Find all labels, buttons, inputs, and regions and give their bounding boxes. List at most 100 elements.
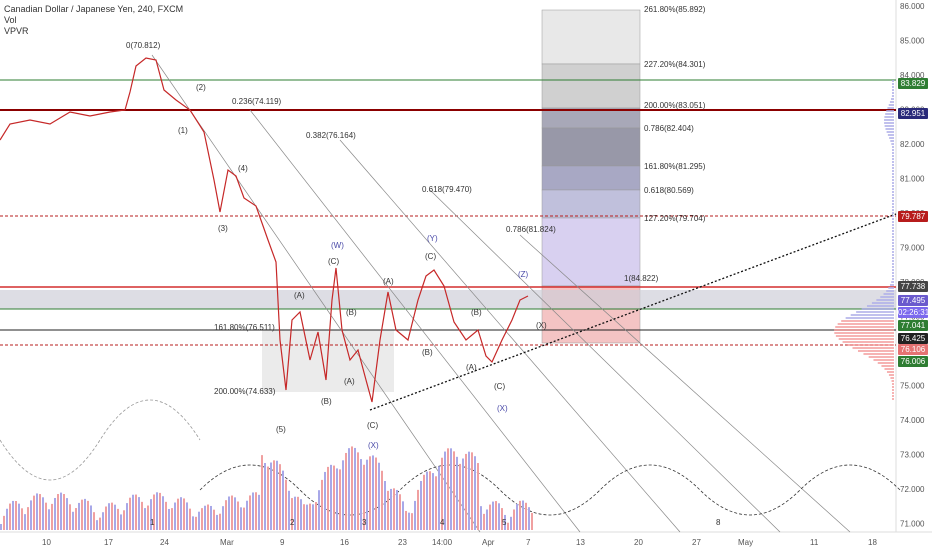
vol-indicator[interactable]: Vol xyxy=(4,15,17,25)
wave-a1: (A) xyxy=(294,291,305,300)
vpvr-bar xyxy=(892,266,894,268)
volume-bar xyxy=(447,448,449,530)
fib-extension-box[interactable] xyxy=(541,9,641,344)
time-tick: 18 xyxy=(868,538,877,547)
volume-bar xyxy=(48,509,50,530)
vpvr-bar xyxy=(889,137,894,139)
volume-bar xyxy=(501,508,503,530)
price-tag[interactable]: 76.006 xyxy=(898,356,928,367)
volume-bar xyxy=(78,502,80,530)
volume-bar xyxy=(162,496,164,530)
fib-channel[interactable] xyxy=(151,54,851,533)
volume-bar xyxy=(120,514,122,530)
vpvr-bar xyxy=(892,245,894,247)
price-tick: 75.000 xyxy=(900,382,925,391)
volume-bar xyxy=(378,462,380,530)
volume-bar xyxy=(267,466,269,530)
volume-bar xyxy=(177,498,179,530)
volume-bar xyxy=(21,508,23,530)
vpvr-bar xyxy=(892,209,894,211)
cycle-wave-2 xyxy=(199,464,901,516)
vpvr-bar xyxy=(892,161,894,163)
wave-c2: (C) xyxy=(367,421,378,430)
volume-bar xyxy=(252,492,254,530)
time-tick: Mar xyxy=(220,538,234,547)
vpvr-bar xyxy=(861,308,894,310)
price-tag[interactable]: 77.041 xyxy=(898,320,928,331)
price-tag[interactable]: 02:26:31 xyxy=(898,307,930,318)
volume-bars xyxy=(0,446,533,530)
price-tag[interactable]: 82.951 xyxy=(898,108,928,119)
price-tag[interactable]: 76.106 xyxy=(898,344,928,355)
fib-ext-0618: 0.618(80.569) xyxy=(644,186,694,195)
price-tick: 73.000 xyxy=(900,451,925,460)
volume-bar xyxy=(33,495,35,530)
price-series[interactable] xyxy=(0,57,529,403)
vpvr-bar xyxy=(892,86,894,88)
time-tick: 14:00 xyxy=(432,538,453,547)
wave-b2: (B) xyxy=(346,308,357,317)
cycle-8: 8 xyxy=(716,518,721,527)
volume-bar xyxy=(6,508,8,530)
volume-bar xyxy=(474,456,476,530)
anno-0786: 0.786(81.824) xyxy=(506,225,556,234)
vpvr-bar xyxy=(888,287,894,289)
time-tick: May xyxy=(738,538,753,547)
volume-bar xyxy=(204,505,206,530)
volume-bar xyxy=(84,498,86,530)
volume-bar xyxy=(216,514,218,530)
volume-bar xyxy=(276,460,278,530)
volume-bar xyxy=(222,506,224,530)
volume-bar xyxy=(201,508,203,530)
volume-bar xyxy=(372,455,374,530)
price-tag[interactable]: 79.787 xyxy=(898,211,928,222)
volume-bar xyxy=(36,493,38,530)
vpvr-bar xyxy=(888,374,894,376)
volume-bar xyxy=(123,510,125,530)
vpvr-bar xyxy=(885,128,894,130)
volume-bar xyxy=(360,459,362,530)
price-tick: 85.000 xyxy=(900,37,925,46)
volume-bar xyxy=(327,466,329,530)
vpvr-bar xyxy=(892,239,894,241)
vpvr-bar xyxy=(892,194,894,196)
wave-a3: (A) xyxy=(383,277,394,286)
volume-bar xyxy=(444,451,446,530)
vpvr-bar xyxy=(892,257,894,259)
wave-w: (W) xyxy=(331,241,344,250)
price-tag[interactable]: 77.738 xyxy=(898,281,928,292)
volume-bar xyxy=(240,507,242,530)
vpvr-bar xyxy=(887,134,894,136)
volume-bar xyxy=(147,505,149,530)
vpvr-bar xyxy=(892,251,894,253)
volume-bar xyxy=(111,502,113,530)
volume-bar xyxy=(225,500,227,530)
vpvr-bar xyxy=(856,311,894,313)
wave-y: (Y) xyxy=(427,234,438,243)
volume-bar xyxy=(492,501,494,530)
volume-bar xyxy=(438,466,440,530)
vpvr-bar xyxy=(892,164,894,166)
volume-bar xyxy=(246,500,248,530)
volume-bar xyxy=(90,505,92,530)
volume-bar xyxy=(117,508,119,530)
vpvr-profile xyxy=(834,80,894,400)
vpvr-bar xyxy=(850,314,894,316)
price-tag[interactable]: 77.495 xyxy=(898,295,928,306)
price-tag[interactable]: 76.425 xyxy=(898,333,928,344)
price-tag[interactable]: 83.829 xyxy=(898,78,928,89)
volume-bar xyxy=(102,512,104,530)
symbol-title[interactable]: Canadian Dollar / Japanese Yen, 240, FXC… xyxy=(4,4,184,14)
fib-ext-0786: 0.786(82.404) xyxy=(644,124,694,133)
vpvr-bar xyxy=(892,218,894,220)
vpvr-indicator[interactable]: VPVR xyxy=(4,26,29,36)
price-tick: 79.000 xyxy=(900,244,925,253)
time-tick: 24 xyxy=(160,538,169,547)
volume-bar xyxy=(180,497,182,530)
wave-1: (1) xyxy=(178,126,188,135)
volume-bar xyxy=(285,479,287,530)
vpvr-bar xyxy=(884,368,894,370)
trendline[interactable] xyxy=(369,213,897,411)
vpvr-bar xyxy=(892,197,894,199)
